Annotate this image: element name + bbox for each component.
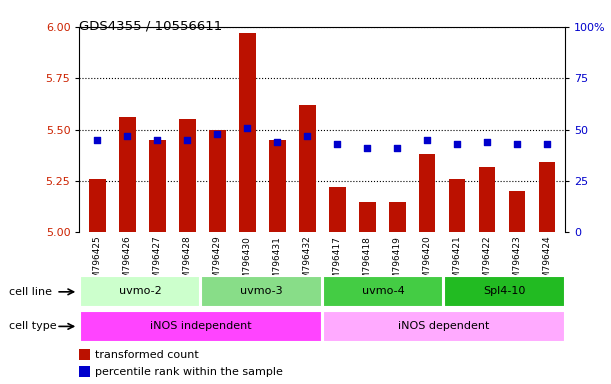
Text: iNOS dependent: iNOS dependent	[398, 321, 489, 331]
Point	[243, 124, 252, 131]
Bar	[202, 276, 322, 307]
Point	[392, 145, 402, 151]
Point	[482, 139, 492, 145]
Bar	[239, 33, 255, 232]
Bar	[479, 167, 496, 232]
Point	[123, 133, 133, 139]
Text: GSM796419: GSM796419	[393, 236, 402, 291]
Point	[452, 141, 462, 147]
Bar	[329, 187, 346, 232]
Point	[332, 141, 342, 147]
Text: GSM796429: GSM796429	[213, 236, 222, 290]
Text: GSM796421: GSM796421	[453, 236, 462, 290]
Text: GSM796430: GSM796430	[243, 236, 252, 291]
Bar	[119, 117, 136, 232]
Text: percentile rank within the sample: percentile rank within the sample	[95, 367, 282, 377]
Bar	[359, 202, 376, 232]
Text: uvmo-3: uvmo-3	[240, 286, 283, 296]
Bar	[419, 154, 436, 232]
Point	[422, 137, 432, 143]
Text: GSM796432: GSM796432	[303, 236, 312, 290]
Text: GSM796423: GSM796423	[513, 236, 522, 290]
Bar	[389, 202, 406, 232]
Bar	[299, 105, 315, 232]
Bar	[149, 140, 166, 232]
Text: iNOS independent: iNOS independent	[150, 321, 252, 331]
Text: GSM796418: GSM796418	[363, 236, 371, 291]
Bar	[323, 311, 565, 342]
Point	[512, 141, 522, 147]
Bar	[89, 179, 106, 232]
Point	[153, 137, 163, 143]
Bar	[269, 140, 285, 232]
Bar	[323, 276, 443, 307]
Text: uvmo-4: uvmo-4	[362, 286, 404, 296]
Bar	[80, 311, 322, 342]
Bar	[80, 276, 200, 307]
Point	[302, 133, 312, 139]
Text: GSM796426: GSM796426	[123, 236, 132, 290]
Bar	[444, 276, 565, 307]
Text: GSM796424: GSM796424	[543, 236, 552, 290]
Point	[213, 131, 222, 137]
Text: GSM796425: GSM796425	[93, 236, 102, 290]
Text: GSM796428: GSM796428	[183, 236, 192, 290]
Point	[273, 139, 282, 145]
Bar	[539, 162, 555, 232]
Text: transformed count: transformed count	[95, 350, 199, 360]
Text: cell line: cell line	[9, 287, 52, 297]
Text: GSM796431: GSM796431	[273, 236, 282, 291]
Point	[183, 137, 192, 143]
Bar	[449, 179, 466, 232]
Text: GSM796417: GSM796417	[333, 236, 342, 291]
Text: GSM796422: GSM796422	[483, 236, 492, 290]
Bar	[179, 119, 196, 232]
Text: GSM796427: GSM796427	[153, 236, 162, 290]
Text: GDS4355 / 10556611: GDS4355 / 10556611	[79, 19, 222, 32]
Text: Spl4-10: Spl4-10	[483, 286, 525, 296]
Point	[543, 141, 552, 147]
Point	[362, 145, 372, 151]
Text: GSM796420: GSM796420	[423, 236, 432, 290]
Bar	[209, 129, 225, 232]
Text: cell type: cell type	[9, 321, 57, 331]
Bar	[509, 191, 525, 232]
Point	[92, 137, 102, 143]
Text: uvmo-2: uvmo-2	[119, 286, 161, 296]
